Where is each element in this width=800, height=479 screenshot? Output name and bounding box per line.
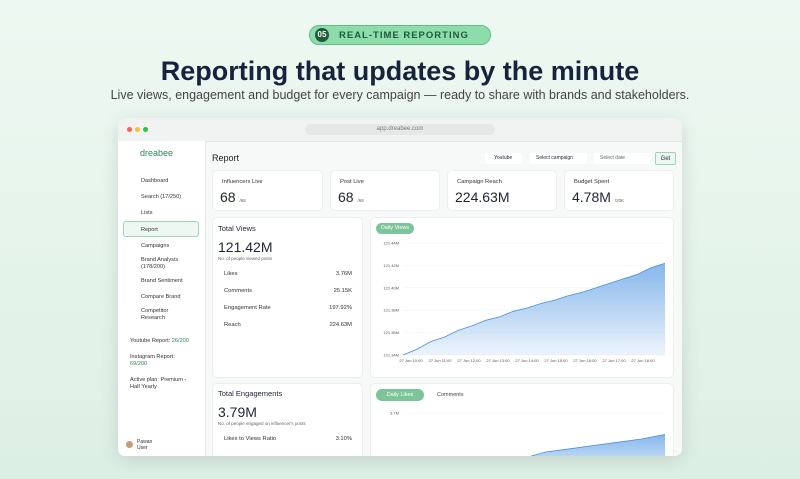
quota: Instagram Report: 69/200 bbox=[130, 354, 190, 368]
stat-number: 68 bbox=[338, 189, 354, 205]
card-title: Total Engagements bbox=[218, 389, 283, 398]
dot bbox=[135, 127, 140, 132]
nav-item[interactable]: Lists bbox=[141, 210, 153, 216]
row-label: Comments bbox=[224, 288, 253, 294]
engagement-card: Total Engagements 3.79M No. of people en… bbox=[212, 383, 363, 456]
y-tick-label: 121.34M bbox=[383, 353, 399, 358]
views-card: Total Views 121.42M No. of people viewed… bbox=[212, 217, 363, 378]
area bbox=[403, 263, 665, 355]
url-bar[interactable]: app.dreabee.com bbox=[305, 124, 495, 135]
area bbox=[403, 434, 665, 456]
date-input[interactable]: Select date bbox=[594, 153, 650, 164]
x-tick-label: 27 Jun 16:00 bbox=[573, 358, 597, 363]
user-role: User bbox=[137, 445, 148, 451]
stat-label: Budget Spent bbox=[574, 179, 610, 185]
stat-total: /68 bbox=[357, 198, 364, 203]
line bbox=[529, 434, 666, 456]
stat-value: 68 /68 bbox=[338, 189, 364, 205]
nav-item[interactable]: Campaigns bbox=[141, 243, 170, 249]
x-tick-label: 27 Jun 17:00 bbox=[602, 358, 626, 363]
y-tick-label: 121.38M bbox=[383, 308, 399, 313]
card-caption: No. of people engaged on influencer's po… bbox=[218, 421, 306, 426]
logo: dreabee bbox=[140, 148, 174, 158]
select[interactable]: Select campaign bbox=[530, 153, 587, 164]
tab[interactable]: Daily Likes bbox=[376, 389, 424, 401]
y-tick-label: 121.40M bbox=[383, 285, 399, 290]
row-label: Reach bbox=[224, 322, 241, 328]
dot bbox=[143, 127, 148, 132]
y-tick-label: 121.44M bbox=[383, 241, 399, 246]
quota: Youtube Report: 26/200 bbox=[130, 338, 189, 344]
title: Reporting that updates by the minute bbox=[160, 56, 640, 86]
x-tick-label: 27 Jun 10:00 bbox=[399, 358, 423, 363]
nav-item[interactable]: Search (17/250) bbox=[141, 194, 182, 200]
quota-value: 26/200 bbox=[171, 338, 189, 344]
stat-card: Budget Spent 4.78M /20K bbox=[564, 170, 674, 211]
x-tick-label: 27 Jun 11:00 bbox=[429, 358, 453, 363]
y-tick-label: 121.42M bbox=[383, 263, 399, 268]
row-value: 3.10% bbox=[335, 436, 352, 442]
row-value: 224.63M bbox=[329, 322, 352, 328]
stat-label: Influencers Live bbox=[222, 179, 263, 185]
stat-value: 68 /68 bbox=[220, 189, 246, 205]
x-tick-label: 27 Jun 15:00 bbox=[544, 358, 568, 363]
row-value: 25.15K bbox=[333, 288, 352, 294]
row-value: 3.76M bbox=[335, 271, 352, 277]
plan: Active plan: Premium - Half Yearly bbox=[130, 377, 187, 390]
quota-value: 69/200 bbox=[130, 361, 148, 367]
row-label: Likes to Views Ratio bbox=[224, 436, 277, 442]
badge-text: REAL-TIME REPORTING bbox=[339, 30, 469, 41]
y-tick-label: 121.36M bbox=[383, 330, 399, 335]
row-value: 197.92% bbox=[329, 305, 352, 311]
nav-item[interactable]: Report bbox=[141, 227, 158, 233]
x-tick-label: 27 Jun 14:00 bbox=[515, 358, 539, 363]
stat-number: 4.78M bbox=[572, 189, 611, 205]
stat-total: /20K bbox=[614, 198, 625, 203]
x-tick-label: 27 Jun 13:00 bbox=[486, 358, 510, 363]
active-item bbox=[123, 221, 199, 237]
stat-card: Post Live 68 /68 bbox=[330, 170, 440, 211]
quota-label: Youtube Report: bbox=[130, 338, 171, 344]
nav-item[interactable]: Competitor Research bbox=[141, 308, 169, 321]
stat-number: 68 bbox=[220, 189, 236, 205]
dot bbox=[127, 127, 132, 132]
stat-value: 4.78M /20K bbox=[572, 189, 624, 205]
badge-number: 05 bbox=[315, 28, 329, 42]
badge bbox=[309, 25, 491, 45]
nav-item[interactable]: Compare Brand bbox=[141, 294, 181, 300]
row-label: Likes bbox=[224, 271, 238, 277]
card-value: 3.79M bbox=[218, 404, 257, 420]
daily-likes-chart: 3.7M bbox=[390, 411, 666, 456]
avatar bbox=[126, 441, 133, 448]
card-title: Total Views bbox=[218, 224, 256, 233]
stat-total: /68 bbox=[239, 198, 246, 203]
stat-number: 224.63M bbox=[455, 189, 510, 205]
x-tick-label: 27 Jun 18:00 bbox=[631, 358, 655, 363]
x-tick-label: 27 Jun 12:00 bbox=[457, 358, 481, 363]
nav-item[interactable]: Brand Analysis (178/200) bbox=[141, 257, 179, 270]
stat-label: Post Live bbox=[340, 179, 364, 185]
card-caption: No. of people viewed posts bbox=[218, 256, 273, 261]
tab[interactable]: Daily Views bbox=[376, 223, 414, 234]
row-label: Engagement Rate bbox=[224, 305, 271, 311]
daily-views-chart: 121.34M 121.36M 121.38M 121.40M 121.42M 121.4… bbox=[383, 241, 666, 363]
stat-card: Influencers Live 68 /68 bbox=[212, 170, 323, 211]
tab[interactable]: Comments bbox=[437, 392, 464, 398]
line bbox=[402, 262, 666, 356]
get-button[interactable]: Get bbox=[655, 152, 676, 165]
sidebar bbox=[118, 141, 206, 456]
nav-item[interactable]: Dashboard bbox=[141, 178, 169, 184]
browser-window: app.dreabee.com dreabee Dashboard Search… bbox=[118, 118, 682, 456]
card-value: 121.42M bbox=[218, 239, 273, 255]
page-title: Report bbox=[212, 153, 240, 163]
stat-card: Campaign Reach 224.63M bbox=[447, 170, 557, 211]
subtitle: Live views, engagement and budget for ev… bbox=[110, 88, 690, 102]
select[interactable]: Youtube bbox=[485, 153, 522, 164]
user-name: Pawan bbox=[137, 439, 153, 445]
stat-label: Campaign Reach bbox=[457, 179, 502, 185]
y-tick-label: 3.7M bbox=[390, 411, 399, 416]
quota-label: Instagram Report: bbox=[130, 354, 175, 360]
nav-item[interactable]: Brand Sentiment bbox=[141, 278, 183, 284]
